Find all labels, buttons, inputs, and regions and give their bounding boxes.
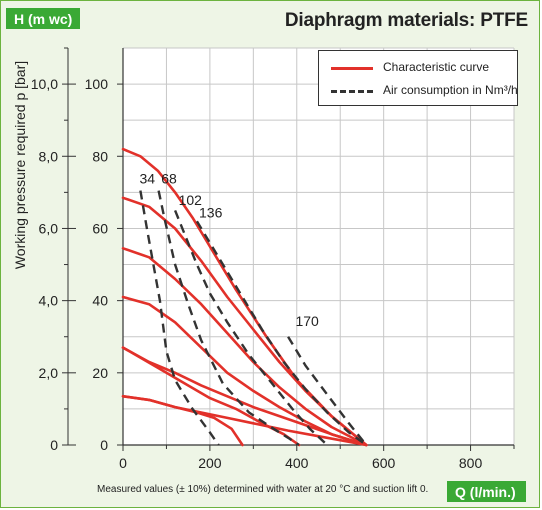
pressure-tick-label: 8,0 (39, 148, 59, 164)
x-tick-label: 600 (372, 455, 396, 471)
pressure-tick-label: 0 (50, 437, 58, 453)
y-axis-unit-badge: H (m wc) (6, 8, 81, 29)
head-tick-label: 0 (100, 437, 108, 453)
x-tick-label: 400 (285, 455, 309, 471)
air-consumption-curve-102 (173, 209, 329, 446)
air-consumption-label-68: 68 (161, 170, 177, 186)
head-tick-label: 60 (92, 220, 108, 236)
x-axis-unit-badge: Q (l/min.) (447, 481, 526, 502)
characteristic-curve-2 (121, 196, 368, 447)
x-tick-label: 0 (119, 455, 127, 471)
pressure-tick-label: 6,0 (39, 220, 59, 236)
legend-solid-line-swatch (331, 67, 373, 70)
legend-label-air-consumption: Air consumption in Nm³/h (383, 83, 518, 97)
legend-item-characteristic-curve: Characteristic curve (319, 57, 517, 79)
pressure-tick-label: 10,0 (31, 76, 58, 92)
air-consumption-label-170: 170 (295, 313, 319, 329)
head-tick-label: 100 (85, 76, 109, 92)
characteristic-curve-7 (121, 395, 244, 447)
x-tick-label: 200 (198, 455, 222, 471)
characteristic-curve-8 (121, 346, 301, 447)
characteristic-curve-3 (121, 247, 368, 447)
pressure-tick-label: 4,0 (39, 293, 59, 309)
y-axis-label: Working pressure required p [bar] (12, 60, 28, 270)
chart-title: Diaphragm materials: PTFE (284, 10, 528, 31)
legend-item-air-consumption: Air consumption in Nm³/h (319, 80, 518, 102)
head-tick-label: 40 (92, 293, 108, 309)
plot-area (123, 48, 514, 445)
air-consumption-label-34: 34 (140, 170, 156, 186)
legend-label-characteristic-curve: Characteristic curve (383, 60, 490, 74)
air-consumption-label-136: 136 (199, 205, 223, 221)
head-tick-label: 20 (92, 365, 108, 381)
air-consumption-label-102: 102 (179, 192, 203, 208)
x-tick-label: 800 (459, 455, 483, 471)
air-consumption-curve-68 (157, 190, 300, 447)
head-tick-label: 80 (92, 148, 108, 164)
air-consumption-curve-170 (287, 336, 368, 446)
pressure-tick-label: 2,0 (39, 365, 59, 381)
air-consumption-curve-34 (139, 190, 220, 446)
legend: Characteristic curve Air consumption in … (318, 50, 518, 106)
air-consumption-curve-136 (195, 220, 368, 446)
measurement-footnote: Measured values (± 10%) determined with … (97, 484, 429, 495)
legend-dashed-line-swatch (331, 90, 373, 93)
